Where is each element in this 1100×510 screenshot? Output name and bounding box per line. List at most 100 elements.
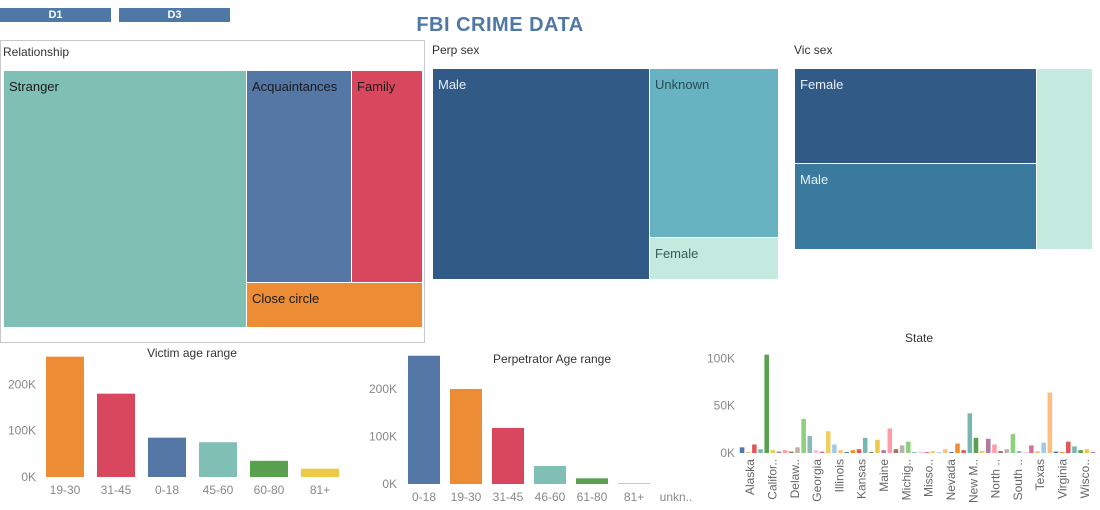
- victim-age-chart: Victim age range 0K 100K 200K 19-30 31-45 0-18…: [8, 346, 339, 497]
- bar-state-10[interactable]: [801, 418, 806, 453]
- tab-d1[interactable]: D1: [0, 8, 111, 22]
- bar-state-1[interactable]: [745, 452, 751, 453]
- bar-state-24[interactable]: [887, 428, 893, 453]
- treemap-cell-vic-male[interactable]: Male: [794, 163, 1037, 250]
- bar-61-80[interactable]: [576, 478, 608, 484]
- bar-state-29[interactable]: [918, 452, 923, 453]
- y-tick-label: 50K: [714, 399, 735, 413]
- bar-state-43[interactable]: [1004, 449, 1010, 453]
- bar-state-16[interactable]: [838, 450, 843, 453]
- bar-state-44[interactable]: [1010, 434, 1016, 453]
- bar-state-12[interactable]: [813, 450, 819, 453]
- bar-state-19[interactable]: [856, 449, 862, 453]
- bar-81[interactable]: [301, 468, 339, 477]
- bar-state-4[interactable]: [764, 354, 769, 453]
- bar-state-36[interactable]: [961, 450, 966, 453]
- bar-state-50[interactable]: [1047, 392, 1053, 453]
- x-tick-label: South ..: [1011, 459, 1025, 500]
- bar-state-46[interactable]: [1022, 452, 1028, 453]
- treemap-cell-family[interactable]: Family: [351, 70, 423, 283]
- x-tick-label: Califor..: [765, 459, 779, 500]
- bar-state-23[interactable]: [881, 450, 886, 453]
- bar-state-54[interactable]: [1072, 446, 1077, 453]
- treemap-cell-perp-female[interactable]: Female: [649, 237, 779, 280]
- treemap-cell-perp-male[interactable]: Male: [432, 68, 650, 280]
- bar-46-60[interactable]: [534, 465, 566, 484]
- bar-state-28[interactable]: [912, 452, 917, 453]
- bar-state-38[interactable]: [973, 437, 979, 453]
- bar-state-13[interactable]: [819, 451, 825, 453]
- bar-state-8[interactable]: [789, 451, 794, 453]
- bar-state-11[interactable]: [807, 435, 813, 453]
- treemap-cell-vic-unknown[interactable]: [1036, 68, 1093, 250]
- y-tick-label: 200K: [8, 377, 36, 391]
- bar-state-45[interactable]: [1016, 451, 1022, 453]
- bar-81[interactable]: [618, 483, 650, 484]
- treemap-label-perp-female: Female: [655, 246, 699, 261]
- bar-state-2[interactable]: [752, 444, 757, 453]
- state-chart: State 0K 50K 100K Alaska Califor.. Delaw.. Geor…: [707, 331, 1096, 503]
- bar-0-18[interactable]: [148, 437, 186, 477]
- bar-state-47[interactable]: [1029, 445, 1034, 453]
- bar-state-31[interactable]: [930, 451, 936, 453]
- bar-state-39[interactable]: [979, 451, 985, 453]
- bar-state-5[interactable]: [770, 450, 776, 453]
- bar-state-14[interactable]: [825, 431, 831, 453]
- bar-state-37[interactable]: [967, 413, 973, 453]
- tab-d3[interactable]: D3: [119, 8, 230, 22]
- treemap-cell-vic-female[interactable]: Female: [794, 68, 1037, 164]
- bar-state-3[interactable]: [758, 449, 763, 453]
- bar-31-45[interactable]: [492, 427, 524, 484]
- bar-state-49[interactable]: [1041, 442, 1046, 453]
- treemap-cell-acquaintances[interactable]: Acquaintances: [246, 70, 352, 283]
- bar-60-80[interactable]: [250, 460, 288, 477]
- bar-19-30[interactable]: [46, 356, 84, 477]
- x-tick-label: Wisco..: [1078, 459, 1092, 498]
- treemap-cell-stranger[interactable]: Stranger: [3, 70, 247, 328]
- bar-state-26[interactable]: [899, 445, 905, 453]
- bar-state-7[interactable]: [782, 450, 788, 453]
- bar-state-34[interactable]: [949, 452, 954, 453]
- bar-state-27[interactable]: [905, 441, 911, 453]
- y-tick-label: 0K: [720, 446, 735, 460]
- vic-sex-title: Vic sex: [794, 43, 833, 57]
- bar-state-9[interactable]: [795, 447, 800, 453]
- bar-state-18[interactable]: [850, 450, 856, 453]
- dashboard-title: FBI CRIME DATA: [416, 14, 584, 36]
- bar-state-22[interactable]: [875, 439, 880, 453]
- bar-state-41[interactable]: [992, 444, 997, 453]
- treemap-label-close-circle: Close circle: [252, 291, 320, 306]
- treemap-cell-close-circle[interactable]: Close circle: [246, 282, 423, 328]
- bar-state-48[interactable]: [1035, 451, 1040, 453]
- bar-state-33[interactable]: [942, 449, 948, 453]
- perp-sex-title: Perp sex: [432, 43, 480, 57]
- bar-state-57[interactable]: [1090, 452, 1096, 453]
- bar-state-35[interactable]: [955, 443, 960, 453]
- y-tick-label: 0K: [382, 477, 397, 491]
- bar-state-30[interactable]: [924, 452, 930, 453]
- y-tick-label: 0K: [21, 470, 36, 484]
- bar-state-53[interactable]: [1066, 441, 1071, 453]
- bar-state-42[interactable]: [998, 451, 1003, 453]
- bar-31-45[interactable]: [97, 393, 135, 477]
- bar-state-55[interactable]: [1078, 450, 1083, 453]
- bar-state-6[interactable]: [776, 451, 782, 453]
- bar-state-52[interactable]: [1059, 452, 1065, 453]
- bar-state-0[interactable]: [739, 447, 745, 453]
- bar-state-15[interactable]: [832, 444, 837, 453]
- bar-state-20[interactable]: [862, 437, 868, 453]
- bar-state-25[interactable]: [893, 449, 899, 453]
- bar-19-30[interactable]: [450, 389, 482, 484]
- bar-state-51[interactable]: [1053, 451, 1059, 453]
- bar-0-18[interactable]: [408, 355, 440, 484]
- bar-state-21[interactable]: [869, 452, 874, 453]
- x-tick-label: 81+: [624, 490, 644, 504]
- bar-state-56[interactable]: [1084, 449, 1090, 453]
- treemap-cell-perp-unknown[interactable]: Unknown: [649, 68, 779, 238]
- bar-state-40[interactable]: [986, 438, 991, 453]
- x-tick-label: Nevada: [944, 459, 958, 501]
- x-tick-label: 31-45: [493, 490, 524, 504]
- bar-state-32[interactable]: [936, 452, 942, 453]
- bar-state-17[interactable]: [844, 452, 849, 453]
- bar-45-60[interactable]: [199, 442, 237, 477]
